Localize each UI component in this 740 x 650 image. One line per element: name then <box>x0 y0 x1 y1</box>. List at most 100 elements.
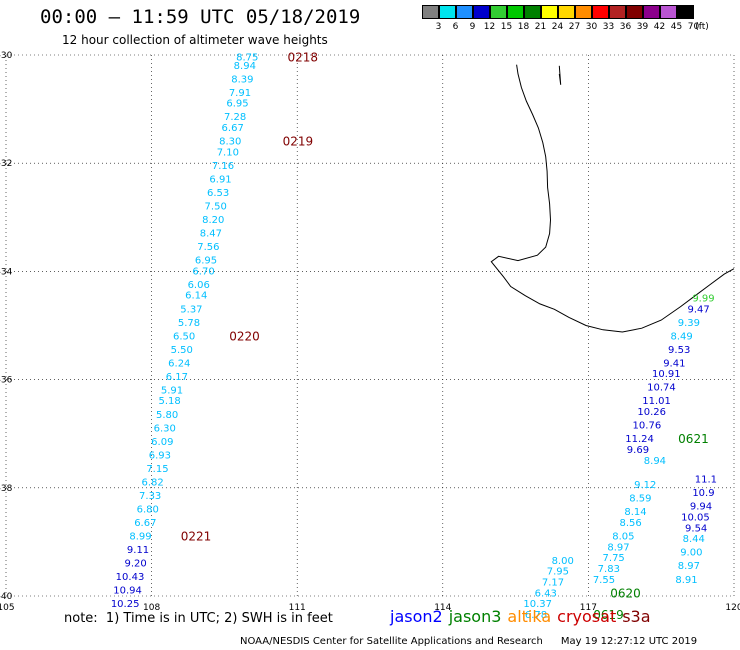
wave-height-label: 8.00 <box>552 556 574 567</box>
wave-height-label: 6.53 <box>207 188 229 199</box>
wave-height-label: 6.67 <box>134 518 156 529</box>
chart-title: 00:00 – 11:59 UTC 05/18/2019 <box>40 6 361 28</box>
time-label: 0218 <box>287 51 318 65</box>
wave-height-label: 6.95 <box>195 256 217 267</box>
legend-swatch-label: 9 <box>469 22 476 32</box>
wave-height-label: 6.70 <box>192 266 214 277</box>
color-legend: 3 6 9 12 15 18 21 24 27 30 33 36 39 42 45 70 (ft) <box>422 5 728 35</box>
plot-border <box>5 54 735 597</box>
wave-height-label: 10.05 <box>681 513 710 524</box>
wave-height-label: 6.09 <box>151 437 173 448</box>
wave-height-label: 6.93 <box>149 450 171 461</box>
x-tick-label: 111 <box>289 603 306 613</box>
wave-height-label: 11.01 <box>642 396 671 407</box>
legend-swatch-label: 12 <box>483 22 496 32</box>
wave-height-label: 8.94 <box>234 61 256 72</box>
wave-height-label: 10.37 <box>523 599 552 610</box>
wave-height-label: 7.75 <box>603 553 625 564</box>
wave-height-label: 5.78 <box>178 318 200 329</box>
wave-height-label: 8.39 <box>231 74 253 85</box>
wave-height-label: 6.80 <box>137 504 159 515</box>
wave-height-label: 8.91 <box>675 575 697 586</box>
legend-swatch-label: 33 <box>602 22 615 32</box>
wave-height-label: 8.94 <box>644 456 666 467</box>
wave-height-label: 7.91 <box>229 88 251 99</box>
wave-height-label: 10.25 <box>111 599 140 610</box>
wave-height-label: 6.67 <box>222 123 244 134</box>
time-label: 0219 <box>283 135 314 149</box>
axis-tick-labels: 105 108 111 114 117 120 -30 -32 -34 -36 -38 -40 <box>0 51 740 613</box>
legend-swatch <box>626 5 643 19</box>
y-tick-label: -32 <box>0 159 12 169</box>
wave-height-label: 9.11 <box>127 545 149 556</box>
satellite-legend: jason2 jason3 altika cryosat s3a <box>390 607 657 626</box>
wave-height-label: 5.18 <box>158 396 180 407</box>
wave-height-label: 5.91 <box>161 385 183 396</box>
wave-height-label: 11.24 <box>625 434 654 445</box>
wave-height-label: 6.82 <box>141 477 163 488</box>
wave-height-label: 8.99 <box>129 531 151 542</box>
time-label: 0220 <box>229 329 260 343</box>
legend-swatch <box>660 5 677 19</box>
wave-height-label: 6.43 <box>535 588 557 599</box>
x-tick-label: 117 <box>580 603 597 613</box>
legend-swatch-label: 36 <box>619 22 632 32</box>
wave-height-label: 9.39 <box>678 318 700 329</box>
time-label: 0620 <box>610 586 641 600</box>
y-tick-label: -30 <box>0 51 13 61</box>
wave-height-label: 8.59 <box>629 494 651 505</box>
legend-swatch-label: 27 <box>568 22 581 32</box>
wave-height-label: 5.37 <box>180 304 202 315</box>
wave-height-label: 7.56 <box>197 242 219 253</box>
wave-height-label: 7.50 <box>205 201 227 212</box>
note-text: note: 1) Time is in UTC; 2) SWH is in fe… <box>64 611 333 626</box>
footer-generated: May 19 12:27:12 UTC 2019 <box>560 636 698 647</box>
wave-height-label: 9.69 <box>627 445 649 456</box>
wave-height-label: 7.17 <box>542 577 564 588</box>
time-label: 0619 <box>593 608 624 622</box>
wave-height-label: 9.20 <box>124 559 146 570</box>
satellite-name: altika <box>507 607 552 626</box>
wave-height-label: 8.20 <box>202 215 224 226</box>
wave-height-label: 6.17 <box>166 372 188 383</box>
wave-height-label: 10.74 <box>647 383 676 394</box>
legend-swatch <box>592 5 609 19</box>
wave-height-label: 9.47 <box>687 304 709 315</box>
wave-height-label: 9.41 <box>663 358 685 369</box>
legend-swatch-label: 18 <box>517 22 530 32</box>
legend-swatch <box>609 5 626 19</box>
wave-height-label: 7.83 <box>598 564 620 575</box>
legend-swatch <box>541 5 558 19</box>
wave-height-label: 10.76 <box>633 421 662 432</box>
plot-frame <box>5 54 735 597</box>
wave-height-label: 9.12 <box>634 480 656 491</box>
wave-height-label: 9.00 <box>680 548 702 559</box>
legend-swatch-label: 39 <box>636 22 649 32</box>
satellite-name: jason2 <box>390 607 443 626</box>
wave-height-points: 8.758.948.397.916.957.286.678.307.107.16… <box>111 53 717 621</box>
y-tick-label: -38 <box>0 484 13 494</box>
wave-height-label: 8.49 <box>670 331 692 342</box>
coastline <box>490 64 735 333</box>
time-labels: 0218 0219 0220 0221 0621 0620 0619 <box>181 51 709 622</box>
wave-height-label: 8.97 <box>607 542 629 553</box>
legend-swatch <box>558 5 575 19</box>
legend-swatch <box>473 5 490 19</box>
legend-swatch <box>643 5 660 19</box>
x-tick-label: 108 <box>143 603 160 613</box>
wave-height-label: 8.14 <box>624 507 646 518</box>
wave-height-label: 10.26 <box>637 407 666 418</box>
wave-height-label: 7.95 <box>547 567 569 578</box>
legend-swatch <box>439 5 456 19</box>
wave-height-label: 6.95 <box>226 99 248 110</box>
wave-height-label: 9.99 <box>692 293 714 304</box>
wave-height-label: 5.50 <box>171 345 193 356</box>
wave-height-label: 8.75 <box>236 53 258 64</box>
footer: NOAA/NESDIS Center for Satellite Applica… <box>240 636 697 647</box>
wave-height-label: 6.06 <box>188 280 210 291</box>
satellite-name: jason3 <box>448 607 502 626</box>
wave-height-label: 9.53 <box>668 345 690 356</box>
wave-height-label: 6.91 <box>209 174 231 185</box>
wave-height-label: 8.05 <box>612 531 634 542</box>
